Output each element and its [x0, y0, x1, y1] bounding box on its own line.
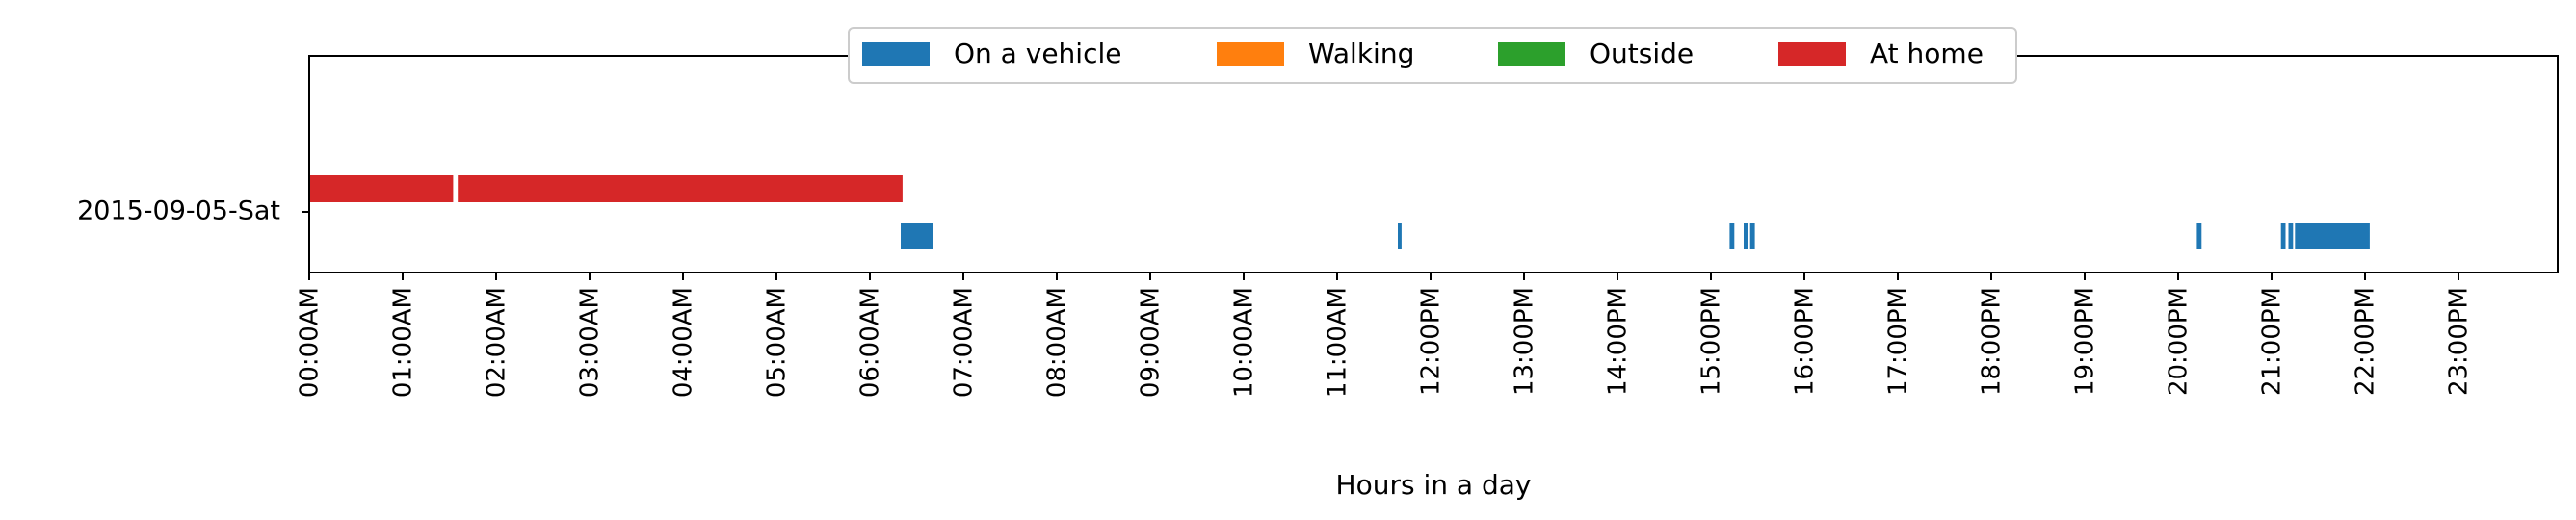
bar-on-a-vehicle-6 [2280, 223, 2286, 249]
x-tick-label: 10:00AM [1230, 287, 1259, 398]
legend-label: On a vehicle [954, 38, 1121, 69]
bar-on-a-vehicle-7 [2288, 223, 2294, 249]
legend-swatch-on-a-vehicle [862, 42, 930, 66]
x-tick-label: 09:00AM [1137, 287, 1166, 398]
bar-on-a-vehicle-0 [901, 223, 933, 249]
bars-layer [309, 175, 2370, 249]
x-tick-label: 05:00AM [763, 287, 792, 398]
x-tick-label: 18:00PM [1978, 287, 2007, 396]
bar-on-a-vehicle-4 [1749, 223, 1755, 249]
bar-on-a-vehicle-8 [2295, 223, 2370, 249]
bar-on-a-vehicle-2 [1729, 223, 1735, 249]
x-tick-label: 06:00AM [856, 287, 885, 398]
legend-swatch-outside [1498, 42, 1565, 66]
x-tick-label: 07:00AM [950, 287, 979, 398]
x-tick-label: 01:00AM [389, 287, 418, 398]
y-tick-label: 2015-09-05-Sat [77, 196, 280, 226]
plot-frame [308, 55, 2559, 273]
x-tick-label: 03:00AM [576, 287, 605, 398]
x-tick-label: 21:00PM [2258, 287, 2287, 396]
bar-on-a-vehicle-5 [2196, 223, 2202, 249]
x-axis: 00:00AM 01:00AM 02:00AM 03:00AM 04:00AM 05:00… [296, 273, 2474, 398]
x-tick-label: 02:00AM [483, 287, 512, 398]
y-axis: 2015-09-05-Sat [77, 196, 309, 226]
x-tick-label: 15:00PM [1697, 287, 1726, 396]
legend-swatch-walking [1217, 42, 1284, 66]
legend-label: Walking [1308, 38, 1414, 69]
x-tick-label: 20:00PM [2165, 287, 2194, 396]
legend-frame [848, 27, 2017, 84]
x-tick-label: 22:00PM [2352, 287, 2380, 396]
x-tick-label: 00:00AM [296, 287, 325, 398]
legend-swatch-at-home [1778, 42, 1846, 66]
x-tick-label: 13:00PM [1511, 287, 1539, 396]
bar-at-home-0 [309, 175, 454, 202]
x-tick-label: 08:00AM [1043, 287, 1072, 398]
legend-label: Outside [1590, 38, 1694, 69]
x-axis-label: Hours in a day [1336, 469, 1532, 501]
x-tick-label: 11:00AM [1324, 287, 1353, 398]
bar-on-a-vehicle-3 [1744, 223, 1748, 249]
x-tick-label: 04:00AM [670, 287, 698, 398]
x-tick-label: 14:00PM [1604, 287, 1633, 396]
legend: On a vehicle Walking Outside At home [848, 27, 2017, 84]
x-tick-label: 16:00PM [1791, 287, 1820, 396]
x-tick-label: 12:00PM [1417, 287, 1446, 396]
legend-label: At home [1870, 38, 1984, 69]
x-tick-label: 19:00PM [2071, 287, 2100, 396]
bar-at-home-1 [458, 175, 903, 202]
x-tick-label: 23:00PM [2445, 287, 2474, 396]
x-tick-label: 17:00PM [1884, 287, 1913, 396]
bar-on-a-vehicle-1 [1398, 223, 1402, 249]
